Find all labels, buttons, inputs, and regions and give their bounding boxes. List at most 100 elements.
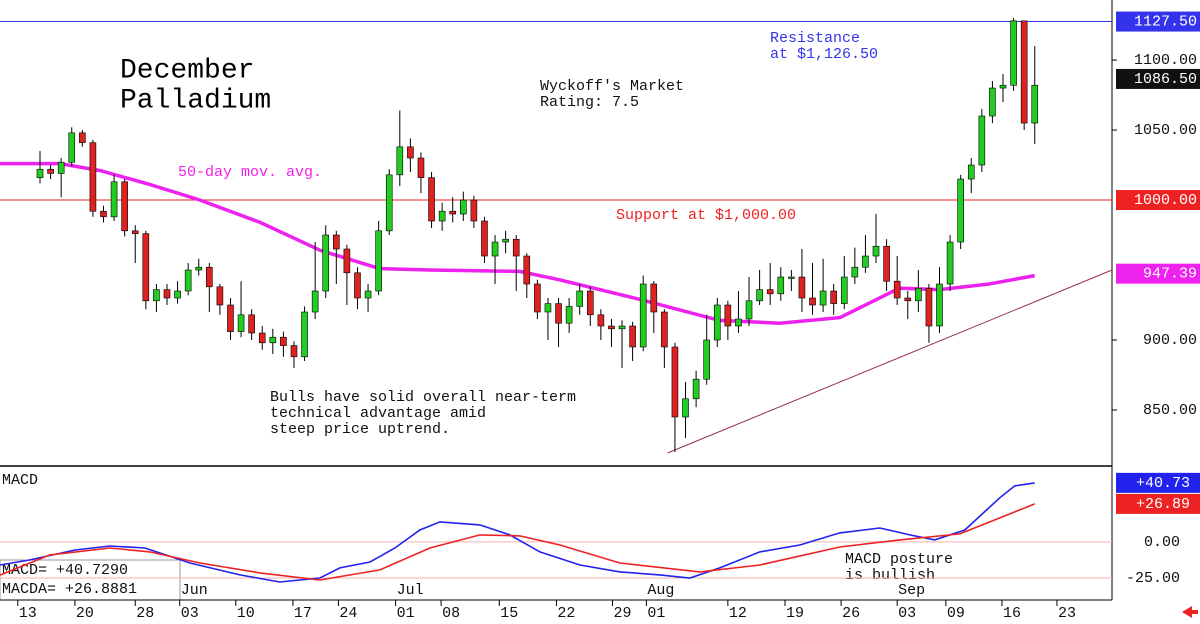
- scroll-arrow[interactable]: [1182, 606, 1198, 618]
- candle-body: [639, 283, 647, 348]
- annotation: Rating: 7.5: [540, 94, 639, 111]
- candle-body: [248, 314, 255, 334]
- level-tag: [1116, 263, 1200, 284]
- candle-body: [735, 318, 742, 327]
- candle-body: [57, 161, 65, 174]
- candle-body: [121, 181, 128, 232]
- month-label: Aug: [647, 582, 674, 599]
- candle-body: [523, 255, 531, 285]
- candle-body: [142, 233, 150, 302]
- candle-body: [364, 290, 372, 299]
- readout: MACD= +40.7290: [2, 562, 128, 579]
- candle-body: [999, 84, 1007, 89]
- x-tick-label: 26: [842, 605, 860, 622]
- candle-body: [258, 332, 266, 344]
- candle-body: [1020, 20, 1028, 124]
- candle-body: [1010, 20, 1017, 86]
- candle-body: [438, 210, 446, 222]
- line: [667, 269, 1113, 454]
- candle-body: [227, 304, 234, 332]
- candle-body: [131, 230, 139, 234]
- candle-body: [798, 276, 806, 299]
- candle-body: [89, 142, 97, 212]
- annotation: Bulls have solid overall near-term: [270, 389, 576, 406]
- y-tick-label: -25.00: [1126, 570, 1180, 587]
- candle-body: [449, 210, 457, 215]
- y-tick-label: 0.00: [1144, 534, 1180, 551]
- candle-body: [396, 146, 404, 176]
- candle-body: [290, 345, 298, 358]
- candle-body: [671, 346, 679, 418]
- x-tick-label: 23: [1058, 605, 1076, 622]
- candle-body: [459, 199, 467, 215]
- candle-body: [206, 266, 213, 288]
- candle-body: [565, 306, 573, 324]
- y-tick-label: 1100.00: [1134, 52, 1197, 69]
- candle-body: [184, 269, 192, 292]
- candle-body: [936, 283, 943, 327]
- x-tick-label: 08: [442, 605, 460, 622]
- candle-body: [163, 289, 171, 299]
- candle-body: [830, 290, 837, 304]
- level-label: 947.39: [1143, 266, 1197, 283]
- readout-box: [0, 559, 181, 601]
- candle-body: [724, 304, 732, 327]
- candle-body: [777, 276, 785, 295]
- candle-body: [682, 398, 689, 418]
- candle-body: [661, 311, 668, 348]
- candle-body: [502, 238, 509, 243]
- chart-title: Palladium: [120, 85, 271, 116]
- annotation: MACD posture: [845, 551, 953, 568]
- candle-body: [195, 266, 203, 271]
- candle-body: [280, 336, 287, 346]
- x-tick-label: 01: [647, 605, 665, 622]
- annotation: steep price uptrend.: [270, 421, 450, 438]
- x-tick-label: 03: [181, 605, 199, 622]
- candle-body: [915, 287, 922, 302]
- y-tick-label: 850.00: [1143, 402, 1197, 419]
- x-tick-label: 24: [339, 605, 357, 622]
- candle-body: [153, 289, 160, 302]
- x-tick-label: 16: [1003, 605, 1021, 622]
- x-tick-label: 03: [898, 605, 916, 622]
- line: [0, 482, 1035, 583]
- x-tick-label: 10: [237, 605, 255, 622]
- candle-body: [840, 276, 848, 304]
- annotation: is bullish: [845, 567, 935, 584]
- candle-body: [957, 178, 964, 243]
- candle-body: [375, 230, 382, 292]
- candle-body: [343, 248, 351, 274]
- y-tick-label: 900.00: [1143, 332, 1197, 349]
- candle-body: [110, 181, 118, 218]
- series-label: +26.89: [1136, 496, 1190, 513]
- candle-body: [851, 266, 859, 278]
- candle-body: [576, 290, 584, 307]
- candle-body: [544, 303, 552, 313]
- candle-body: [301, 311, 308, 358]
- candle-body: [692, 378, 700, 400]
- candle-body: [417, 157, 425, 178]
- month-label: Jul: [397, 582, 424, 599]
- candle-body: [470, 199, 478, 222]
- candle-body: [237, 314, 245, 332]
- annotation: Support at $1,000.00: [616, 207, 796, 224]
- x-tick-label: 13: [19, 605, 37, 622]
- candle-body: [862, 255, 869, 268]
- candle-body: [586, 290, 594, 316]
- candle-body: [745, 300, 753, 320]
- candle-body: [925, 287, 933, 327]
- candle-body: [989, 87, 996, 117]
- candle-body: [893, 280, 901, 299]
- x-tick-label: 15: [500, 605, 518, 622]
- candle-body: [946, 241, 954, 285]
- candle-body: [36, 168, 44, 178]
- candle-body: [354, 272, 361, 299]
- annotation: 50-day mov. avg.: [178, 164, 322, 181]
- candle-body: [608, 325, 615, 330]
- candle-body: [967, 164, 975, 180]
- chart-title: December: [120, 55, 254, 86]
- line: [0, 503, 1035, 581]
- candle-body: [788, 276, 795, 279]
